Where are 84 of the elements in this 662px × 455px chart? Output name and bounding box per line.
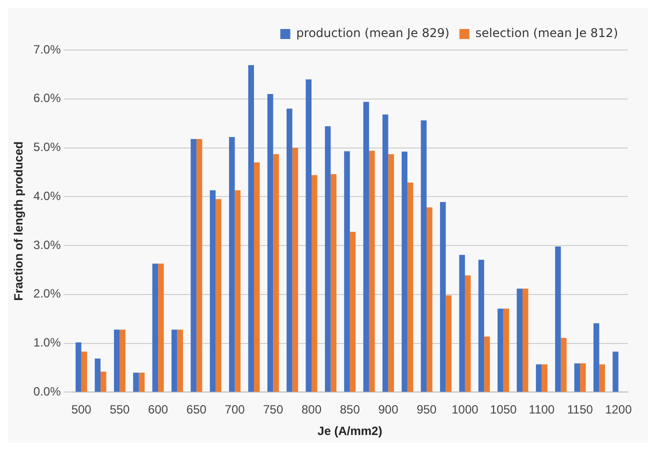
y-axis-title: Fraction of length produced (12, 141, 26, 301)
bar (560, 338, 567, 392)
y-tick-label: 4.0% (33, 188, 62, 203)
x-tick-label: 1000 (452, 402, 479, 417)
bar (599, 364, 605, 392)
y-tick-label: 6.0% (33, 91, 62, 106)
bar (286, 108, 292, 392)
bar (382, 114, 388, 392)
bar (312, 175, 318, 392)
x-tick-label: 950 (416, 402, 437, 417)
bar (446, 295, 452, 392)
bar (234, 190, 241, 392)
bar (171, 330, 178, 392)
bar (484, 336, 490, 392)
bar (516, 288, 523, 392)
bar (248, 65, 254, 392)
bar (94, 358, 101, 392)
bar (152, 264, 158, 392)
x-tick-label: 750 (263, 402, 284, 417)
bar (133, 372, 139, 392)
bar (522, 288, 528, 392)
bar (76, 342, 82, 392)
bar (612, 352, 618, 392)
x-tick-label: 550 (110, 402, 130, 417)
bar (503, 308, 510, 392)
bar (478, 260, 484, 392)
bar (420, 120, 427, 392)
bar (120, 330, 126, 392)
x-tick-label: 1100 (528, 402, 555, 417)
x-tick-label: 900 (378, 402, 399, 417)
bar (369, 150, 375, 392)
bar (306, 79, 312, 392)
bar (273, 154, 279, 392)
bar (267, 94, 274, 392)
bar (344, 151, 350, 392)
bar (190, 138, 196, 392)
bar (114, 330, 120, 392)
bar (426, 207, 432, 392)
bar (363, 102, 370, 392)
x-tick-label: 1200 (605, 402, 632, 417)
bar (177, 330, 183, 392)
x-tick-label: 1050 (490, 402, 517, 417)
bar (593, 323, 600, 392)
bar (254, 162, 260, 392)
bar (402, 152, 408, 392)
x-axis-title: Je (A/mm2) (318, 424, 382, 438)
x-tick-label: 850 (340, 402, 360, 417)
x-tick-label: 1150 (567, 402, 594, 417)
bar (324, 126, 331, 392)
bar (216, 199, 222, 392)
bar (81, 352, 88, 392)
x-tick-label: 500 (71, 402, 92, 417)
y-tick-label: 7.0% (33, 42, 62, 56)
bar (292, 148, 298, 392)
y-tick-label: 1.0% (33, 336, 62, 350)
x-tick-label: 700 (224, 402, 246, 417)
bar (158, 264, 164, 392)
x-tick-label: 800 (302, 402, 322, 417)
bar (555, 246, 561, 392)
bar (574, 363, 580, 392)
bar (498, 308, 504, 392)
bar (459, 254, 465, 392)
bar (440, 202, 446, 392)
x-tick-label: 600 (148, 402, 168, 417)
bar (542, 364, 548, 392)
y-tick-label: 5.0% (33, 140, 62, 154)
bar (388, 154, 394, 392)
bar (196, 138, 202, 392)
y-tick-label: 0.0% (33, 384, 62, 399)
bar (580, 363, 586, 392)
x-tick-label: 650 (186, 402, 207, 417)
bar (330, 174, 336, 392)
bar (210, 190, 216, 392)
legend-label: production (mean Je 829) (296, 26, 450, 40)
y-tick-label: 3.0% (33, 238, 62, 252)
bar (229, 137, 235, 392)
bar (100, 372, 106, 392)
bar (138, 372, 145, 392)
bar (350, 232, 356, 392)
bar (536, 364, 542, 392)
y-tick-label: 2.0% (33, 286, 62, 301)
legend-label: selection (mean Je 812) (475, 26, 618, 40)
bar (407, 182, 414, 392)
bar (464, 275, 471, 392)
